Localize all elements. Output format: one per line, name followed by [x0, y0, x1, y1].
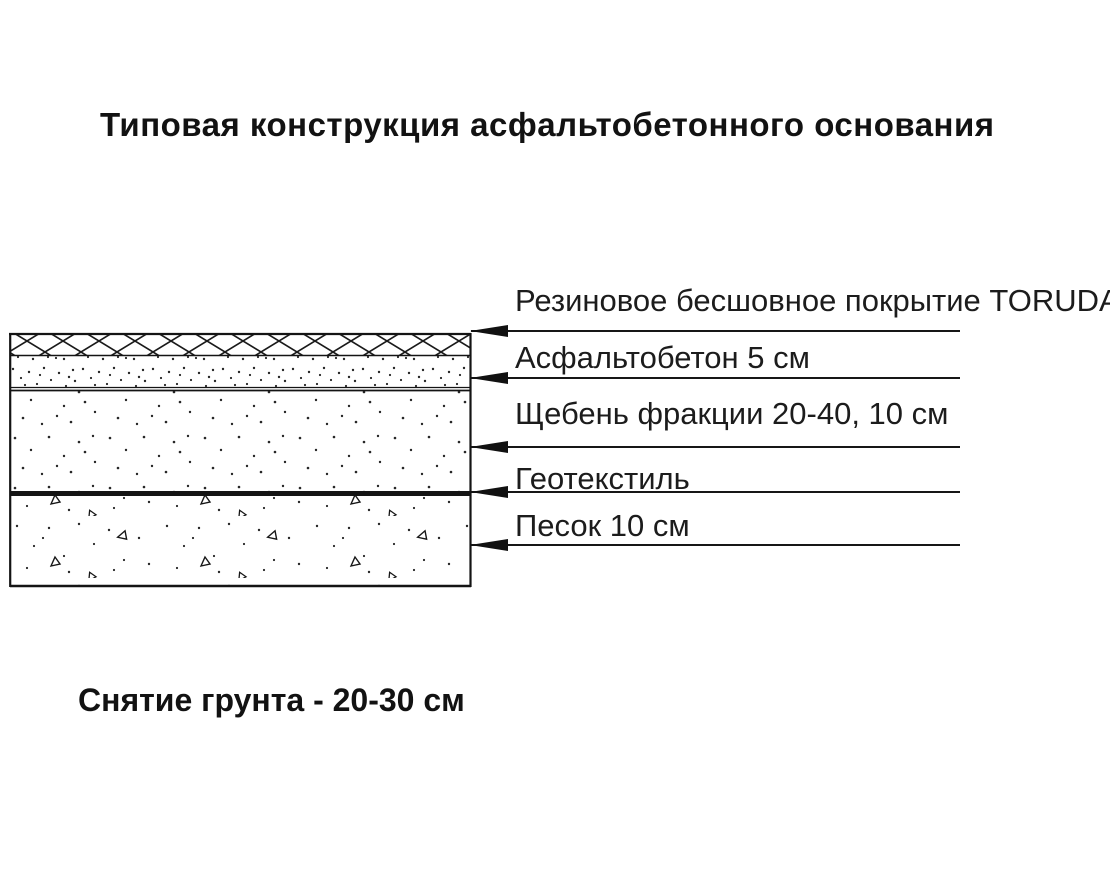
- leader-line: [471, 446, 960, 448]
- layer-label: Геотекстиль: [515, 461, 690, 496]
- layer-crushed-stone: [10, 390, 471, 491]
- layer-label: Песок 10 см: [515, 508, 690, 543]
- cross-section-drawing: [9, 332, 472, 588]
- layer-sand: [10, 496, 471, 586]
- layer-rubber-coating: [10, 333, 471, 355]
- arrow-left-icon: [470, 486, 508, 498]
- arrow-left-icon: [470, 539, 508, 551]
- leader-line: [471, 491, 960, 493]
- layer-geotextile: [10, 491, 471, 496]
- layer-label: Резиновое бесшовное покрытие TORUDA: [515, 283, 1110, 318]
- leader-line: [471, 377, 960, 379]
- soil-removal-note: Снятие грунта - 20-30 см: [78, 682, 465, 718]
- layer-asphalt-concrete: [10, 355, 471, 388]
- page-title: Типовая конструкция асфальтобетонного ос…: [100, 106, 995, 143]
- leader-line: [471, 330, 960, 332]
- arrow-left-icon: [470, 325, 508, 337]
- arrow-left-icon: [470, 441, 508, 453]
- leader-line: [471, 544, 960, 546]
- layer-label: Щебень фракции 20-40, 10 см: [515, 396, 949, 431]
- arrow-left-icon: [470, 372, 508, 384]
- layer-label: Асфальтобетон 5 см: [515, 340, 810, 375]
